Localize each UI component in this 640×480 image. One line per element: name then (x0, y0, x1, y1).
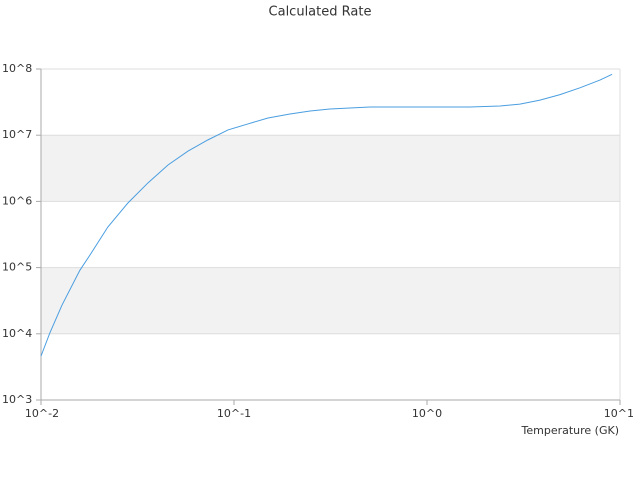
grid-band (41, 135, 620, 202)
x-tick-label: 10^0 (412, 407, 442, 420)
x-tick-label: 10^1 (604, 407, 634, 420)
line (40, 73, 613, 357)
y-tick-label: 10^6 (2, 194, 32, 207)
y-tick-label: 10^8 (2, 62, 32, 75)
y-tick-label: 10^5 (2, 261, 32, 274)
x-tick-label: 10^-2 (25, 407, 59, 420)
plot-background (41, 135, 620, 334)
x-tick-label: 10^-1 (217, 407, 251, 420)
y-tick-label: 10^7 (2, 128, 32, 141)
chart-title: Calculated Rate (269, 5, 372, 20)
y-tick-label: 10^3 (2, 393, 32, 406)
grid-band (41, 267, 620, 334)
y-tick-label: 10^4 (2, 327, 32, 340)
x-axis-label: Temperature (GK) (521, 424, 620, 437)
